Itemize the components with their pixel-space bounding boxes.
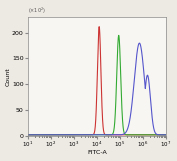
Y-axis label: Count: Count — [5, 67, 11, 86]
X-axis label: FITC-A: FITC-A — [87, 150, 107, 155]
Text: ($\times$10$^2$): ($\times$10$^2$) — [28, 6, 46, 16]
